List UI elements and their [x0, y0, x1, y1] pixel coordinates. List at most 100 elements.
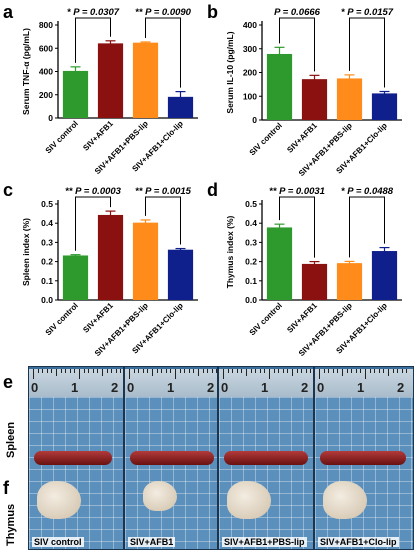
- chart-d-bar-3: [371, 251, 398, 300]
- ruler-tick: [184, 369, 186, 373]
- chart-b-bar-3: [371, 93, 398, 120]
- thymus-specimen: [37, 481, 81, 519]
- ruler-tick: [369, 369, 371, 373]
- chart-c-y-label: Spleen index (%): [21, 218, 31, 286]
- thymus-specimen: [143, 481, 177, 511]
- ruler-tick: [198, 369, 199, 376]
- ruler-tick: [223, 369, 224, 379]
- ruler-tick: [88, 369, 90, 373]
- ruler-tick: [207, 369, 209, 373]
- ruler-tick: [388, 369, 389, 376]
- ruler-tick: [33, 369, 34, 379]
- ruler-tick: [292, 369, 293, 376]
- spleen-specimen: [130, 451, 214, 465]
- chart-a-y-tick-label-3: 600: [39, 43, 53, 53]
- grid-background: [125, 397, 217, 549]
- chart-c-significance-label-1: ** P = 0.0015: [135, 186, 192, 197]
- chart-d-y-tick-label-3: 0.3: [245, 237, 257, 247]
- organ-photo-panel: 0 1 2 SIV control: [28, 366, 124, 550]
- ruler-tick: [216, 369, 217, 373]
- photo-caption: SIV+AFB1+PBS-lip: [222, 537, 307, 547]
- chart-a-y-tick-label-2: 400: [39, 67, 53, 77]
- ruler-tick: [79, 369, 80, 379]
- chart-a-y-tick-label-1: 200: [39, 90, 53, 100]
- ruler-tick: [273, 369, 275, 373]
- ruler-tick: [138, 369, 140, 373]
- ruler-tick: [97, 369, 99, 373]
- organ-photo-panel: 0 1 2 SIV+AFB1: [124, 366, 218, 550]
- ruler-tick: [161, 369, 163, 373]
- ruler-tick: [147, 369, 149, 373]
- chart-b-y-tick-label-3: 300: [243, 44, 257, 54]
- chart-d-y-label: Thymus index (%): [225, 215, 235, 288]
- ruler-tick: [102, 369, 103, 376]
- ruler-number: 1: [167, 380, 175, 395]
- ruler-tick: [83, 369, 85, 373]
- ruler-tick: [319, 369, 320, 379]
- chart-c-x-tick-label-1: SIV+AFB1: [81, 301, 115, 335]
- chart-d-bar-1: [301, 263, 328, 300]
- ruler-number: 1: [71, 380, 79, 395]
- ruler: 0 1 2: [29, 369, 123, 397]
- ruler-tick: [255, 369, 257, 373]
- ruler-tick: [296, 369, 298, 373]
- ruler-tick: [332, 369, 334, 373]
- spleen-row-label: Spleen: [5, 421, 17, 458]
- ruler-tick: [56, 369, 57, 376]
- ruler-number: 1: [261, 380, 269, 395]
- ruler-tick: [37, 369, 39, 373]
- ruler-tick: [365, 369, 366, 379]
- ruler-tick: [328, 369, 330, 373]
- ruler-tick: [351, 369, 353, 373]
- thymus-specimen: [323, 481, 367, 519]
- chart-d-y-tick-label-0: 0.0: [245, 295, 257, 305]
- ruler-tick: [120, 369, 122, 373]
- chart-a-y-tick-label-0: 0: [48, 113, 53, 123]
- thymus-row-label: Thymus: [5, 503, 17, 546]
- chart-a-x-tick-label-1: SIV+AFB1: [81, 119, 115, 153]
- ruler-tick: [346, 369, 348, 373]
- chart-c-y-tick-label-3: 0.3: [41, 237, 53, 247]
- ruler-tick: [188, 369, 190, 373]
- ruler-tick: [269, 369, 270, 379]
- chart-a-bar-0: [62, 70, 89, 118]
- chart-a-x-tick-label-0: SIV control: [44, 119, 80, 155]
- chart-d-bar-2: [336, 263, 363, 300]
- chart-d-significance-bracket-0: [279, 196, 315, 258]
- ruler-tick: [236, 369, 238, 373]
- ruler-number: 2: [397, 380, 405, 395]
- ruler-tick: [397, 369, 399, 373]
- chart-b-bar-1: [301, 79, 328, 120]
- ruler-tick: [115, 369, 117, 373]
- ruler-tick: [232, 369, 234, 373]
- ruler-number: 1: [357, 380, 365, 395]
- ruler-number: 2: [111, 380, 119, 395]
- chart-c-significance-bracket-1: [145, 196, 181, 245]
- organ-photo-panel: 0 1 2 SIV+AFB1+PBS-lip: [218, 366, 314, 550]
- organ-photo-panel: 0 1 2 SIV+AFB1+Clo-lip: [314, 366, 414, 550]
- photo-caption: SIV+AFB1+Clo-lip: [318, 537, 399, 547]
- ruler: 0 1 2: [125, 369, 217, 397]
- chart-a-significance-bracket-1: [145, 17, 181, 88]
- ruler-tick: [310, 369, 312, 373]
- ruler-tick: [133, 369, 135, 373]
- grid-background: [315, 397, 413, 549]
- ruler-tick: [401, 369, 403, 373]
- chart-c-panel-letter: c: [3, 180, 13, 200]
- ruler-tick: [42, 369, 44, 373]
- chart-c-y-tick-label-0: 0.0: [41, 295, 53, 305]
- chart-b-y-tick-label-1: 100: [243, 91, 257, 101]
- chart-c-bar-0: [62, 255, 89, 300]
- chart-b-significance-bracket-0: [279, 17, 315, 72]
- chart-b-y-tick-label-4: 400: [243, 20, 257, 30]
- ruler-tick: [227, 369, 229, 373]
- ruler-tick: [106, 369, 108, 373]
- ruler-tick: [355, 369, 357, 373]
- ruler-tick: [165, 369, 167, 373]
- chart-c-significance-label-0: ** P = 0.0003: [65, 186, 122, 197]
- ruler: 0 1 2: [219, 369, 313, 397]
- chart-b-significance-label-1: * P = 0.0157: [341, 7, 394, 18]
- ruler-number: 0: [317, 380, 325, 395]
- chart-a-significance-bracket-0: [75, 17, 111, 63]
- chart-d-panel-letter: d: [207, 180, 218, 200]
